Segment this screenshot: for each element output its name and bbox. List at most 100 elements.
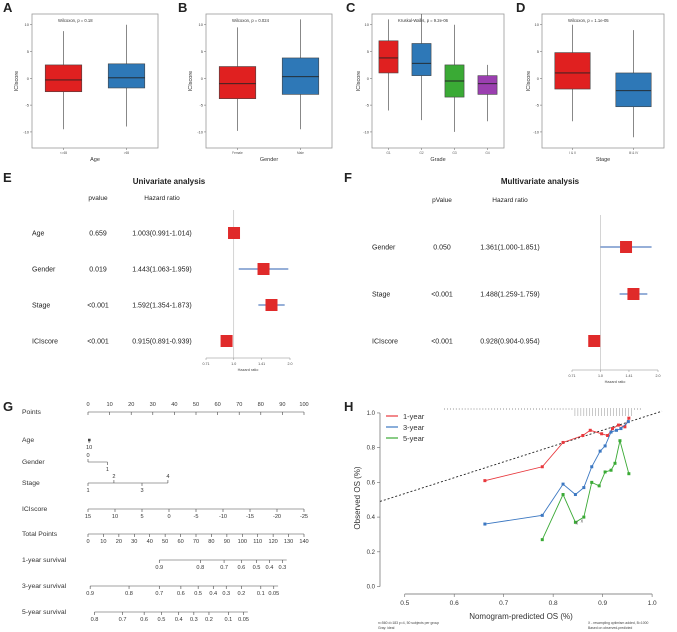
nomogram-tick-label: 110 <box>253 539 262 545</box>
nomogram-tick-label: -5 <box>194 514 199 520</box>
row-pvalue: 0.050 <box>433 245 451 252</box>
x-axis-label: Nomogram-predicted OS (%) <box>469 612 573 621</box>
nomogram-tick-label: 0 <box>86 402 89 408</box>
nomogram-tick-label: 40 <box>171 402 177 408</box>
series-point-3-year <box>626 420 630 424</box>
series-line-5-year <box>541 440 630 540</box>
row-hazard-ratio: 1.443(1.063-1.959) <box>132 267 192 274</box>
row-pvalue: <0.001 <box>431 292 453 299</box>
row-pvalue: <0.001 <box>431 339 453 346</box>
nomogram-tick-label: 0.4 <box>175 617 183 623</box>
nomogram-tick-label: 10 <box>112 514 118 520</box>
series-point-3-year <box>561 482 565 486</box>
hazard-ratio-header: Hazard ratio <box>144 195 180 202</box>
hr-square <box>228 227 241 239</box>
y-tick-label: 0 <box>27 76 30 81</box>
nomogram-tick-label: 10 <box>106 402 112 408</box>
y-tick-label: 0.2 <box>367 550 376 556</box>
nomogram-tick-label: 30 <box>150 402 156 408</box>
forest-x-tick-label: 1.0 <box>231 362 236 366</box>
nomogram-tick-label: 0.7 <box>119 617 127 623</box>
box-Female <box>218 66 257 99</box>
footnote-left-2: Gray: ideal <box>378 626 395 630</box>
y-tick-label: 5 <box>367 49 370 54</box>
x-tick-label: G1 <box>386 151 390 155</box>
nomogram-tick-label: 90 <box>279 402 285 408</box>
nomogram-row-label: ICIscore <box>22 506 48 513</box>
nomogram-tick-label: 0.3 <box>222 591 230 597</box>
x-tick-label: G2 <box>419 151 423 155</box>
box-G2 <box>411 43 432 76</box>
x-tick-label: III & IV <box>629 151 639 155</box>
box-Male <box>281 57 320 95</box>
nomogram-row-label: Stage <box>22 480 40 487</box>
forest-x-tick-label: 1.41 <box>258 362 265 366</box>
forest-x-label: Hazard ratio <box>605 380 626 384</box>
row-label: Gender <box>32 267 56 274</box>
row-label: Stage <box>32 303 50 310</box>
y-tick-label: -10 <box>533 129 540 134</box>
nomogram-tick-label: 90 <box>224 539 230 545</box>
ideal-reference-line <box>379 410 663 502</box>
panel-label-c: C <box>346 0 356 15</box>
y-tick-label: -5 <box>199 103 203 108</box>
nomogram-row-label: Total Points <box>22 531 58 538</box>
panel-label-d: D <box>516 0 526 15</box>
y-tick-label: 10 <box>199 22 204 27</box>
forest-title: Univariate analysis <box>133 177 206 186</box>
series-point-5-year <box>561 493 565 497</box>
p-value-label: Wilcoxon, p = 1.1e-05 <box>568 18 609 23</box>
boxplot-gender: Wilcoxon, p = 0.024 -10 -5 0 5 10 ICIscore Gend… <box>188 13 333 163</box>
forest-x-tick-label: 1.41 <box>625 374 632 378</box>
nomogram-tick-label: 1 <box>106 467 109 473</box>
series-point-1-year <box>627 416 631 420</box>
x-tick-label: Male <box>297 151 304 155</box>
nomogram-tick-label: 0.8 <box>196 565 204 571</box>
nomogram-tick-label: 0.9 <box>155 565 163 571</box>
nomogram-tick-label: 0.9 <box>86 591 94 597</box>
forest-x-tick-label: 0.71 <box>203 362 210 366</box>
nomogram-tick-label: 0 <box>167 514 170 520</box>
hr-square <box>620 241 633 253</box>
series-point-3-year <box>619 427 623 431</box>
footnote-right-1: X - resampling optimism added, B=1000 <box>588 621 649 625</box>
hr-square <box>220 335 233 347</box>
row-hazard-ratio: 1.361(1.000-1.851) <box>480 245 540 252</box>
footnote-right-2: Based on observed-predicted <box>588 626 632 630</box>
y-tick-label: -10 <box>197 129 204 134</box>
box-III & IV <box>615 72 652 108</box>
nomogram-tick-label: 140 <box>299 539 308 545</box>
nomogram-tick-label: 0.3 <box>279 565 287 571</box>
nomogram-tick-label: 80 <box>208 539 214 545</box>
series-point-1-year <box>606 434 610 438</box>
x-axis-label: Age <box>90 157 100 163</box>
series-point-3-year <box>614 428 618 432</box>
nomogram-tick-label: 60 <box>214 402 220 408</box>
series-point-1-year <box>588 428 592 432</box>
series-point-3-year <box>540 513 544 517</box>
forest-x-tick-label: 1.0 <box>598 374 603 378</box>
nomogram-tick-label: 60 <box>177 539 183 545</box>
y-tick-label: 0.8 <box>367 446 376 452</box>
x-tick-label: <=65 <box>60 151 67 155</box>
nomogram-tick-label: 0.05 <box>268 591 279 597</box>
nomogram-tick-label: 0.4 <box>209 591 217 597</box>
forest-x-tick-label: 2.0 <box>288 362 293 366</box>
nomogram-tick-label: 0 <box>86 539 89 545</box>
y-tick-label: 0 <box>367 76 370 81</box>
nomogram-row-label: 1-year survival <box>22 557 67 564</box>
nomogram-tick-label: 0.05 <box>238 617 249 623</box>
pvalue-header: pvalue <box>88 195 108 202</box>
nomogram-tick-label: 20 <box>116 539 122 545</box>
y-axis-label: Observed OS (%) <box>353 466 362 529</box>
resample-x-mark: x <box>576 520 579 526</box>
x-axis-label: Grade <box>430 157 445 163</box>
x-tick-label: 0.6 <box>450 600 459 607</box>
y-tick-label: 10 <box>535 22 540 27</box>
y-tick-label: -5 <box>25 103 29 108</box>
row-pvalue: <0.001 <box>87 303 109 310</box>
y-tick-label: 1.0 <box>367 411 376 417</box>
nomogram-tick-label: 3 <box>140 488 143 494</box>
y-tick-label: 0.4 <box>367 515 376 521</box>
